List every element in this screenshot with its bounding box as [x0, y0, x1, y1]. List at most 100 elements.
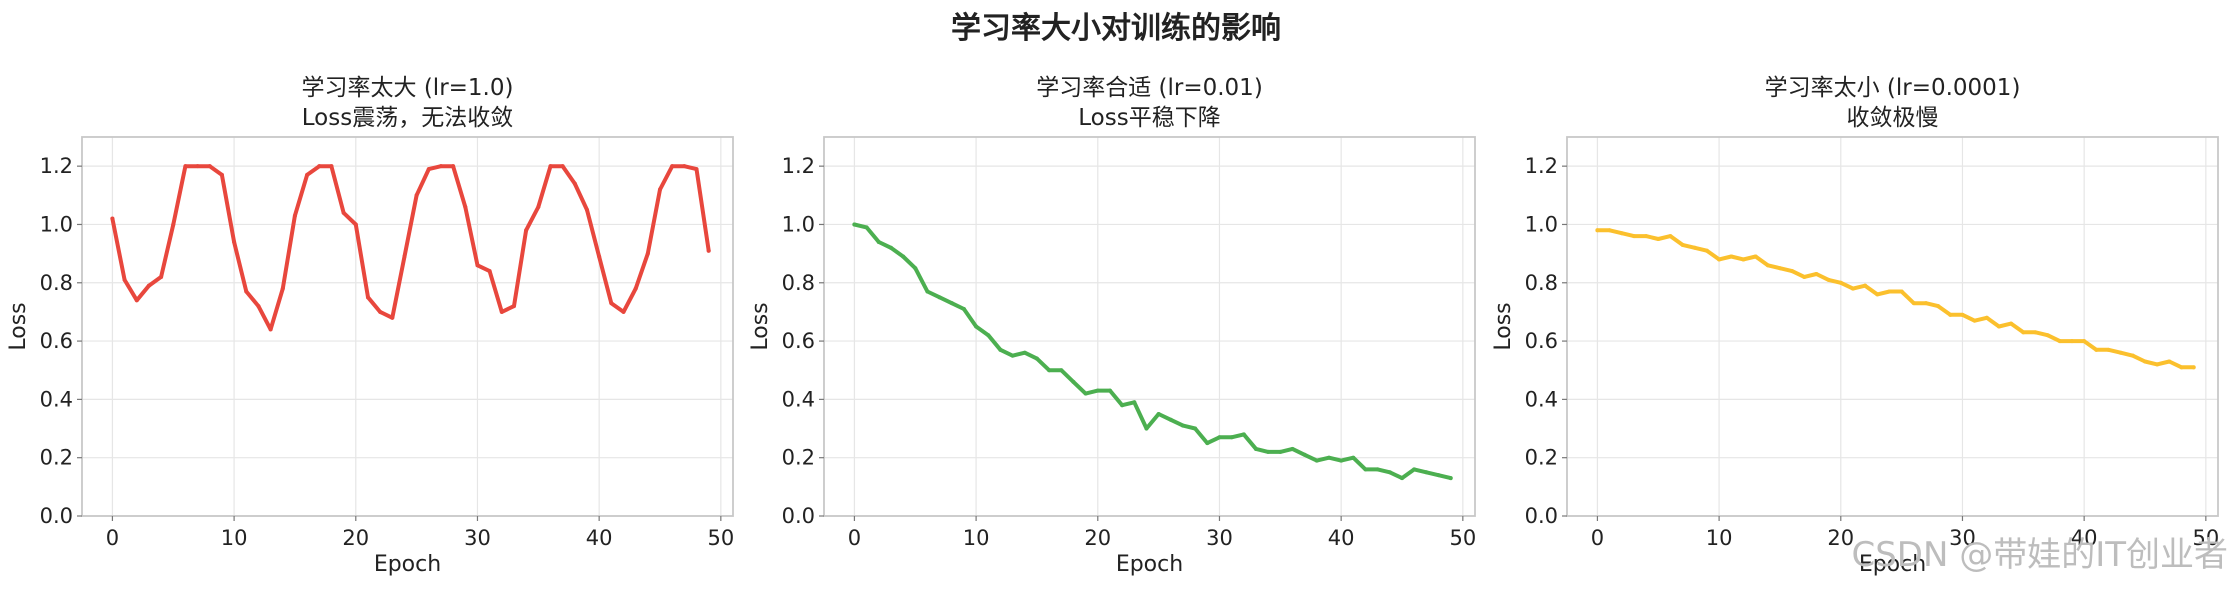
loss-data-point	[1753, 254, 1758, 259]
loss-data-point	[1717, 257, 1722, 262]
loss-data-point	[499, 309, 504, 314]
loss-data-point	[183, 164, 188, 169]
loss-data-point	[1923, 301, 1928, 306]
loss-data-point	[2179, 365, 2184, 370]
loss-data-point	[341, 210, 346, 215]
loss-series-line	[1595, 228, 2196, 370]
y-axis-label: Loss	[6, 302, 31, 350]
loss-data-point	[1875, 292, 1880, 297]
loss-data-point	[2106, 347, 2111, 352]
loss-data-point	[1022, 350, 1027, 355]
loss-data-point	[195, 164, 200, 169]
loss-data-point	[998, 347, 1003, 352]
x-tick-label: 50	[707, 526, 734, 550]
loss-data-point	[487, 269, 492, 274]
loss-data-point	[2094, 347, 2099, 352]
x-tick-label: 30	[1206, 526, 1233, 550]
loss-data-point	[2057, 339, 2062, 344]
loss-data-point	[597, 254, 602, 259]
loss-data-point	[621, 309, 626, 314]
loss-data-point	[1802, 274, 1807, 279]
y-tick-label: 1.2	[1525, 154, 1558, 178]
x-tick-label: 30	[1949, 526, 1976, 550]
loss-data-point	[390, 315, 395, 320]
loss-data-point	[1083, 391, 1088, 396]
loss-data-point	[1644, 234, 1649, 239]
loss-data-point	[1047, 368, 1052, 373]
loss-data-point	[1631, 234, 1636, 239]
loss-data-point	[706, 248, 711, 253]
loss-data-point	[1095, 388, 1100, 393]
loss-data-point	[1412, 467, 1417, 472]
loss-data-point	[463, 204, 468, 209]
loss-data-point	[451, 164, 456, 169]
loss-series-line	[852, 222, 1453, 481]
x-tick-label: 20	[1084, 526, 1111, 550]
loss-data-point	[901, 254, 906, 259]
loss-data-point	[414, 193, 419, 198]
loss-data-point	[2021, 330, 2026, 335]
loss-data-point	[536, 204, 541, 209]
loss-data-point	[171, 222, 176, 227]
loss-data-point	[1692, 245, 1697, 250]
loss-data-point	[1948, 312, 1953, 317]
y-tick-label: 0.0	[40, 504, 73, 528]
y-tick-label: 1.2	[40, 154, 73, 178]
loss-data-point	[134, 298, 139, 303]
loss-data-point	[1156, 411, 1161, 416]
y-tick-label: 0.0	[1525, 504, 1558, 528]
loss-data-point	[1399, 476, 1404, 481]
y-tick-label: 0.4	[40, 387, 73, 411]
loss-data-point	[657, 187, 662, 192]
panel-title-line1: 学习率太小 (lr=0.0001)	[1765, 75, 2021, 101]
y-tick-label: 1.2	[782, 154, 815, 178]
loss-data-point	[1387, 470, 1392, 475]
y-tick-label: 0.2	[782, 446, 815, 470]
loss-data-point	[1120, 403, 1125, 408]
loss-data-point	[572, 181, 577, 186]
y-tick-label: 0.6	[1525, 329, 1558, 353]
loss-data-point	[268, 327, 273, 332]
loss-data-point	[1229, 435, 1234, 440]
loss-data-point	[438, 164, 443, 169]
loss-data-point	[1253, 446, 1258, 451]
loss-data-point	[1729, 254, 1734, 259]
y-tick-label: 0.4	[1525, 387, 1558, 411]
loss-data-point	[560, 164, 565, 169]
loss-data-point	[402, 254, 407, 259]
x-tick-label: 20	[1827, 526, 1854, 550]
loss-data-point	[305, 172, 310, 177]
loss-data-point	[1656, 237, 1661, 242]
loss-data-point	[280, 286, 285, 291]
loss-data-point	[1193, 426, 1198, 431]
loss-data-point	[876, 239, 881, 244]
panel-title-line2: 收敛极慢	[1847, 105, 1939, 131]
loss-data-point	[1741, 257, 1746, 262]
loss-data-point	[2045, 333, 2050, 338]
figure-suptitle: 学习率大小对训练的影响	[951, 11, 1281, 46]
loss-data-point	[207, 164, 212, 169]
y-tick-label: 1.0	[40, 212, 73, 236]
loss-data-point	[511, 304, 516, 309]
loss-data-point	[1899, 289, 1904, 294]
loss-data-point	[378, 309, 383, 314]
loss-data-point	[1448, 476, 1453, 481]
loss-data-point	[2069, 339, 2074, 344]
x-tick-label: 10	[963, 526, 990, 550]
loss-data-point	[888, 245, 893, 250]
loss-data-point	[1595, 228, 1600, 233]
loss-data-point	[1436, 473, 1441, 478]
y-tick-label: 0.2	[40, 446, 73, 470]
x-tick-label: 10	[1706, 526, 1733, 550]
loss-data-point	[1850, 286, 1855, 291]
loss-data-point	[1765, 263, 1770, 268]
loss-data-point	[219, 172, 224, 177]
x-tick-label: 20	[342, 526, 369, 550]
loss-data-point	[2009, 321, 2014, 326]
y-tick-label: 0.6	[40, 329, 73, 353]
loss-data-point	[2082, 339, 2087, 344]
y-tick-label: 0.6	[782, 329, 815, 353]
loss-data-point	[1424, 470, 1429, 475]
loss-data-point	[365, 295, 370, 300]
loss-data-point	[475, 263, 480, 268]
